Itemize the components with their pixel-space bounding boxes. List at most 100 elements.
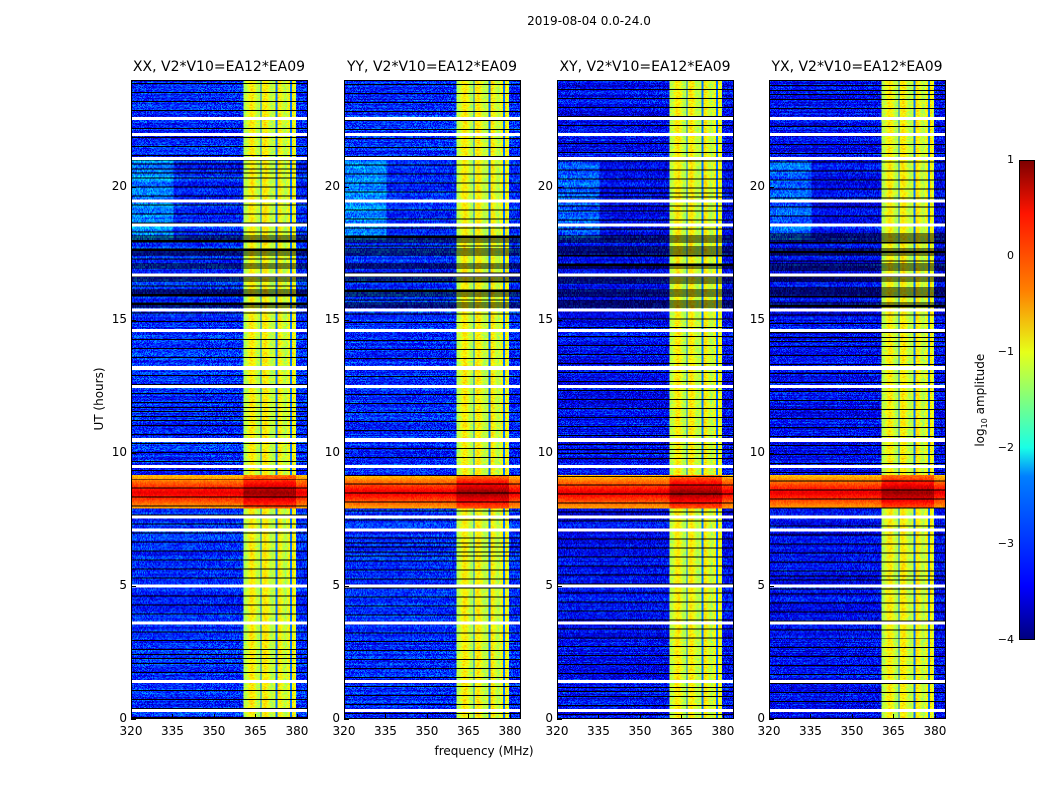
panel-title: XY, V2*V10=EA12*EA09 bbox=[559, 59, 731, 75]
y-tick-label: 10 bbox=[537, 444, 553, 459]
x-tick-mark bbox=[557, 714, 558, 719]
x-tick-mark bbox=[934, 714, 936, 719]
y-tick-label: 20 bbox=[537, 178, 553, 193]
y-axis-label: UT (hours) bbox=[92, 367, 106, 431]
y-tick-label: 20 bbox=[111, 178, 127, 193]
x-tick-mark bbox=[344, 714, 345, 719]
x-tick-mark bbox=[172, 714, 174, 719]
x-tick-mark bbox=[296, 714, 298, 719]
heatmap-panel-1 bbox=[344, 80, 521, 719]
y-tick-mark bbox=[557, 719, 562, 720]
x-tick-label: 335 bbox=[587, 724, 610, 738]
x-tick-mark bbox=[598, 714, 600, 719]
x-tick-mark bbox=[769, 714, 770, 719]
heatmap-canvas bbox=[558, 81, 733, 718]
x-tick-label: 380 bbox=[711, 724, 735, 738]
x-tick-label: 320 bbox=[545, 724, 569, 738]
y-tick-mark bbox=[131, 585, 136, 587]
y-tick-mark bbox=[769, 719, 774, 720]
y-tick-label: 5 bbox=[757, 577, 765, 592]
y-tick-label: 15 bbox=[749, 311, 765, 326]
y-tick-label: 20 bbox=[749, 178, 765, 193]
x-tick-mark bbox=[810, 714, 812, 719]
colorbar-tick-label: −1 bbox=[997, 345, 1014, 358]
y-tick-label: 20 bbox=[324, 178, 340, 193]
x-tick-mark bbox=[255, 714, 257, 719]
x-tick-label: 380 bbox=[285, 724, 309, 738]
y-tick-mark bbox=[769, 585, 774, 587]
x-tick-label: 335 bbox=[374, 724, 397, 738]
colorbar-tick-label: −2 bbox=[997, 441, 1014, 454]
y-tick-mark bbox=[557, 452, 562, 454]
x-tick-label: 350 bbox=[202, 724, 226, 738]
figure-suptitle: 2019-08-04 0.0-24.0 bbox=[527, 14, 651, 28]
colorbar-tick-label: 0 bbox=[1007, 249, 1014, 262]
x-tick-label: 320 bbox=[332, 724, 356, 738]
x-tick-label: 365 bbox=[882, 724, 905, 738]
y-tick-mark bbox=[131, 452, 136, 454]
y-tick-mark bbox=[131, 319, 136, 321]
x-tick-label: 380 bbox=[498, 724, 522, 738]
x-tick-label: 350 bbox=[415, 724, 439, 738]
heatmap-panel-2 bbox=[557, 80, 734, 719]
colorbar-tick-label: −4 bbox=[997, 633, 1014, 646]
y-tick-label: 0 bbox=[332, 711, 340, 725]
y-tick-mark bbox=[131, 719, 136, 720]
x-axis-label: frequency (MHz) bbox=[434, 744, 534, 758]
colorbar-tick-label: −3 bbox=[997, 537, 1014, 550]
x-tick-label: 380 bbox=[923, 724, 947, 738]
x-tick-mark bbox=[131, 714, 132, 719]
y-tick-label: 10 bbox=[749, 444, 765, 459]
y-tick-mark bbox=[344, 719, 349, 720]
heatmap-canvas bbox=[132, 81, 307, 718]
x-tick-label: 320 bbox=[757, 724, 781, 738]
y-tick-mark bbox=[557, 186, 562, 188]
x-tick-label: 350 bbox=[628, 724, 652, 738]
y-tick-label: 5 bbox=[545, 577, 553, 592]
x-tick-mark bbox=[681, 714, 683, 719]
y-tick-mark bbox=[769, 452, 774, 454]
y-tick-label: 5 bbox=[332, 577, 340, 592]
y-tick-mark bbox=[344, 319, 349, 321]
panel-title: XX, V2*V10=EA12*EA09 bbox=[132, 59, 306, 75]
y-tick-mark bbox=[557, 585, 562, 587]
panel-title: YX, V2*V10=EA12*EA09 bbox=[771, 59, 943, 75]
x-tick-label: 365 bbox=[244, 724, 267, 738]
x-tick-mark bbox=[893, 714, 895, 719]
colorbar-tick-label: 1 bbox=[1007, 153, 1014, 166]
heatmap-canvas bbox=[345, 81, 520, 718]
y-tick-label: 10 bbox=[324, 444, 340, 459]
y-tick-mark bbox=[344, 186, 349, 188]
x-tick-mark bbox=[468, 714, 470, 719]
x-tick-mark bbox=[509, 714, 511, 719]
y-tick-label: 5 bbox=[119, 577, 127, 592]
x-tick-mark bbox=[213, 714, 215, 719]
y-tick-label: 0 bbox=[757, 711, 765, 725]
heatmap-panel-3 bbox=[769, 80, 946, 719]
x-tick-mark bbox=[639, 714, 641, 719]
y-tick-mark bbox=[557, 319, 562, 321]
x-tick-mark bbox=[722, 714, 724, 719]
x-tick-label: 365 bbox=[457, 724, 480, 738]
x-tick-label: 365 bbox=[670, 724, 693, 738]
y-tick-label: 15 bbox=[537, 311, 553, 326]
y-tick-label: 15 bbox=[111, 311, 127, 326]
x-tick-label: 335 bbox=[799, 724, 822, 738]
x-tick-mark bbox=[851, 714, 853, 719]
y-tick-mark bbox=[769, 186, 774, 188]
y-tick-label: 10 bbox=[111, 444, 127, 459]
x-tick-mark bbox=[426, 714, 428, 719]
x-tick-label: 350 bbox=[840, 724, 864, 738]
colorbar-label: log10 amplitude bbox=[972, 353, 990, 447]
panel-title: YY, V2*V10=EA12*EA09 bbox=[346, 59, 518, 75]
heatmap-canvas bbox=[770, 81, 945, 718]
y-tick-label: 0 bbox=[545, 711, 553, 725]
colorbar bbox=[1019, 160, 1035, 640]
y-tick-mark bbox=[344, 452, 349, 454]
x-tick-mark bbox=[385, 714, 387, 719]
y-tick-mark bbox=[344, 585, 349, 587]
x-tick-label: 320 bbox=[119, 724, 143, 738]
y-tick-mark bbox=[131, 186, 136, 188]
y-tick-mark bbox=[769, 319, 774, 321]
